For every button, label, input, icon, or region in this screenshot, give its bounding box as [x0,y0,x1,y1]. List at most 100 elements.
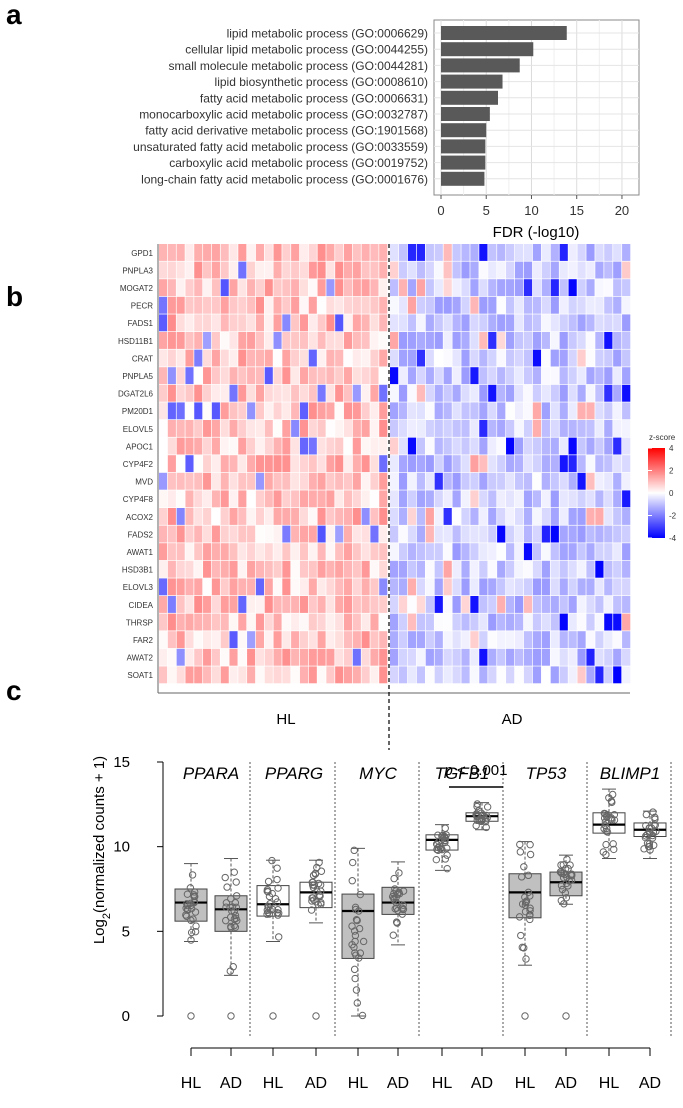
heatmap-cell [622,578,631,596]
heatmap-cell [255,279,264,297]
box-MYC-hl [341,846,375,1020]
category-label-5: monocarboxylic acid metabolic process (G… [139,108,428,122]
heatmap-cell [425,384,434,402]
heatmap-cell [407,508,417,525]
heatmap-cell [604,437,613,455]
heatmap-cell [461,437,470,455]
heatmap-cell [203,455,212,473]
box-TP53-ad [549,854,583,1020]
heatmap-cell [194,578,203,596]
heatmap-cell [479,279,488,297]
heatmap-cell [308,578,317,596]
heatmap-cell [352,402,361,420]
heatmap-cell [335,490,344,508]
data-point [275,933,283,941]
heatmap-cell [308,525,317,543]
heatmap-cell [238,508,247,525]
category-label-0: lipid metabolic process (GO:0006629) [227,27,428,41]
heatmap-cell [264,648,273,666]
heatmap-cell [291,666,300,684]
heatmap-cell [282,560,291,578]
heatmap-cell [479,244,488,261]
heatmap-cell [434,261,443,279]
heatmap-cell [398,490,408,508]
heatmap-cell [299,296,309,314]
heatmap-cell [361,261,370,279]
data-point [231,899,240,907]
heatmap-cell [613,543,622,561]
heatmap-cell [194,279,203,297]
heatmap-cell [506,402,515,420]
heatmap-cell [370,244,379,261]
heatmap-cell [379,402,388,420]
heatmap-cell [352,384,361,402]
heatmap-cell [220,261,229,279]
heatmap-cell [176,437,185,455]
heatmap-cell [434,402,443,420]
heatmap-cell [264,367,273,385]
heatmap-cell [317,578,326,596]
heatmap-cell [255,420,264,437]
heatmap-cell [586,332,595,349]
data-point [563,855,571,864]
heatmap-cell [185,613,194,631]
data-point [395,890,404,898]
heatmap-cell [273,578,282,596]
heatmap-cell [176,508,185,525]
heatmap-cell [461,648,470,666]
heatmap-cell [461,596,470,613]
gene-title-0: PPARA [183,764,239,783]
heatmap-cell [159,437,168,455]
heatmap-cell [159,384,168,402]
data-point [483,814,491,822]
heatmap-cell [326,613,335,631]
heatmap-cell [282,367,291,385]
heatmap-cell [461,455,470,473]
heatmap-cell [211,508,220,525]
heatmap-cell [470,525,479,543]
heatmap-cell [282,349,291,367]
heatmap-cell [282,279,291,297]
heatmap-cell [398,666,408,684]
heatmap-cell [203,437,212,455]
heatmap-cell [238,666,247,684]
heatmap-cell [390,472,399,490]
data-point [566,861,574,869]
data-point [352,905,360,914]
data-point [355,954,363,962]
heatmap-cell [185,508,194,525]
heatmap-cell [550,560,559,578]
heatmap-cell [229,279,238,297]
heatmap-cell [167,455,176,473]
heatmap-cell [194,613,203,631]
heatmap-cell [479,472,488,490]
heatmap-cell [434,367,443,385]
heatmap-cell [514,666,524,684]
heatmap-cell [398,244,408,261]
heatmap-cell [317,420,326,437]
heatmap-cell [352,244,361,261]
heatmap-cell [220,543,229,561]
heatmap-cell [176,648,185,666]
heatmap-cell [220,314,229,332]
heatmap-cell [604,314,613,332]
heatmap-cell [379,613,388,631]
heatmap-cell [361,420,370,437]
heatmap-cell [352,437,361,455]
heatmap-cell [176,420,185,437]
heatmap-cell [613,437,622,455]
heatmap-cell [370,631,379,649]
heatmap-cell [238,437,247,455]
heatmap-cell [461,384,470,402]
heatmap-cell [577,279,586,297]
heatmap-cell [361,384,370,402]
heatmap-cell [443,349,452,367]
heatmap-cell [370,455,379,473]
heatmap-cell [185,525,194,543]
data-point [520,863,528,871]
heatmap-cell [488,244,497,261]
heatmap-cell [264,455,273,473]
heatmap-cell [461,261,470,279]
heatmap-cell [425,437,434,455]
